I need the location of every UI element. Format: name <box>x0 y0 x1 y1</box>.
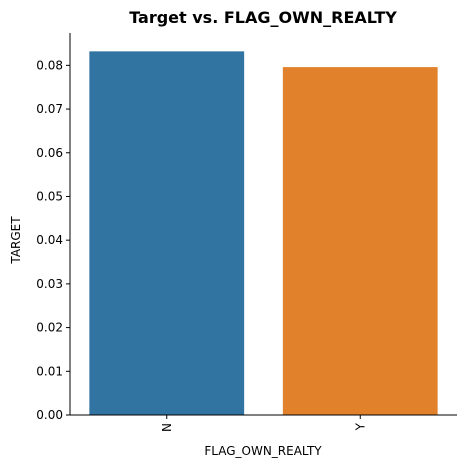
bars-group <box>89 51 437 415</box>
x-tick-label: N <box>160 423 174 432</box>
y-tick-label: 0.06 <box>36 146 63 160</box>
y-tick-label: 0.03 <box>36 277 63 291</box>
y-axis-label: TARGET <box>9 216 23 265</box>
chart-title: Target vs. FLAG_OWN_REALTY <box>129 8 397 27</box>
y-tick-label: 0.07 <box>36 102 63 116</box>
x-tick-label: Y <box>353 422 367 431</box>
y-tick-label: 0.04 <box>36 233 63 247</box>
x-axis-label: FLAG_OWN_REALTY <box>204 444 322 458</box>
y-tick-label: 0.08 <box>36 58 63 72</box>
y-ticks-group: 0.00 0.01 0.02 0.03 0.04 0.05 0.06 0.07 0.08 <box>36 58 70 422</box>
y-tick-label: 0.02 <box>36 321 63 335</box>
y-tick-label: 0.05 <box>36 189 63 203</box>
y-tick-label: 0.00 <box>36 408 63 422</box>
y-tick-label: 0.01 <box>36 364 63 378</box>
bar-Y <box>283 67 438 415</box>
bar-N <box>89 51 244 415</box>
